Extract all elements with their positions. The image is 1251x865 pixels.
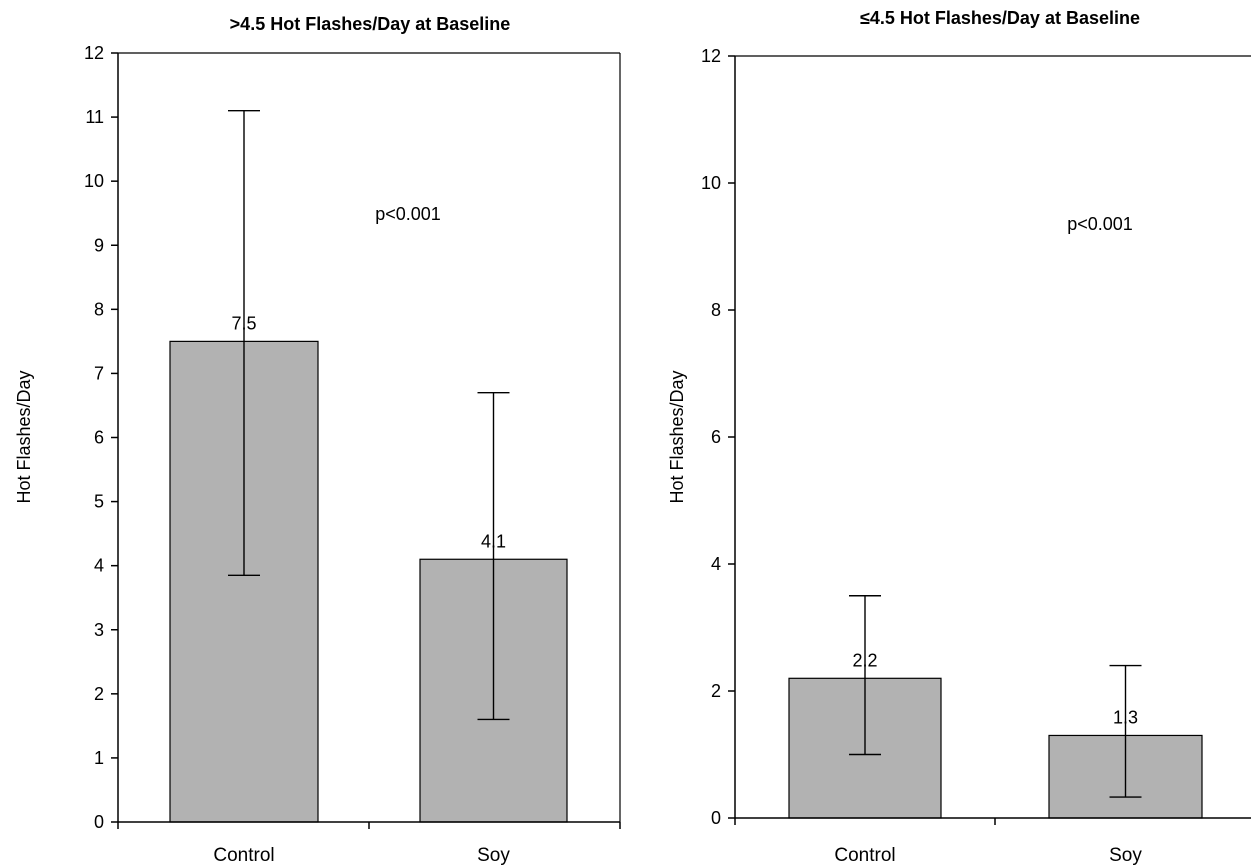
p-value-annotation: p<0.001 (375, 204, 441, 224)
y-tick-label: 8 (711, 300, 721, 320)
y-tick-label: 4 (94, 556, 104, 576)
y-tick-label: 11 (85, 107, 104, 127)
chart-title: ≤4.5 Hot Flashes/Day at Baseline (860, 8, 1140, 28)
y-axis-label: Hot Flashes/Day (14, 370, 34, 503)
y-tick-label: 4 (711, 554, 721, 574)
y-tick-label: 2 (94, 684, 104, 704)
y-tick-label: 10 (84, 171, 104, 191)
y-tick-label: 0 (711, 808, 721, 828)
y-tick-label: 10 (701, 173, 721, 193)
title-text: ≤4.5 Hot Flashes/Day at Baseline (860, 8, 1140, 28)
category-label-soy: Soy (477, 845, 510, 865)
category-label-control: Control (213, 845, 274, 865)
y-tick-label: 0 (94, 812, 104, 832)
y-tick-label: 2 (711, 681, 721, 701)
y-tick-label: 12 (84, 43, 104, 63)
y-tick-label: 12 (701, 46, 721, 66)
category-label-control: Control (834, 845, 895, 865)
y-tick-label: 5 (94, 492, 104, 512)
y-tick-label: 6 (711, 427, 721, 447)
y-tick-label: 3 (94, 620, 104, 640)
category-label-soy: Soy (1109, 845, 1142, 865)
chart-panel-left: >4.5 Hot Flashes/Day at Baseline Hot Fla… (14, 14, 621, 865)
chart-panel-right: ≤4.5 Hot Flashes/Day at Baseline Hot Fla… (667, 8, 1251, 865)
y-axis-label: Hot Flashes/Day (667, 370, 687, 503)
y-tick-label: 1 (94, 748, 104, 768)
y-tick-label: 7 (94, 363, 104, 383)
chart-title: >4.5 Hot Flashes/Day at Baseline (230, 14, 511, 34)
y-tick-label: 6 (94, 428, 104, 448)
p-value-annotation: p<0.001 (1067, 214, 1133, 234)
y-tick-label: 8 (94, 299, 104, 319)
y-tick-label: 9 (94, 235, 104, 255)
